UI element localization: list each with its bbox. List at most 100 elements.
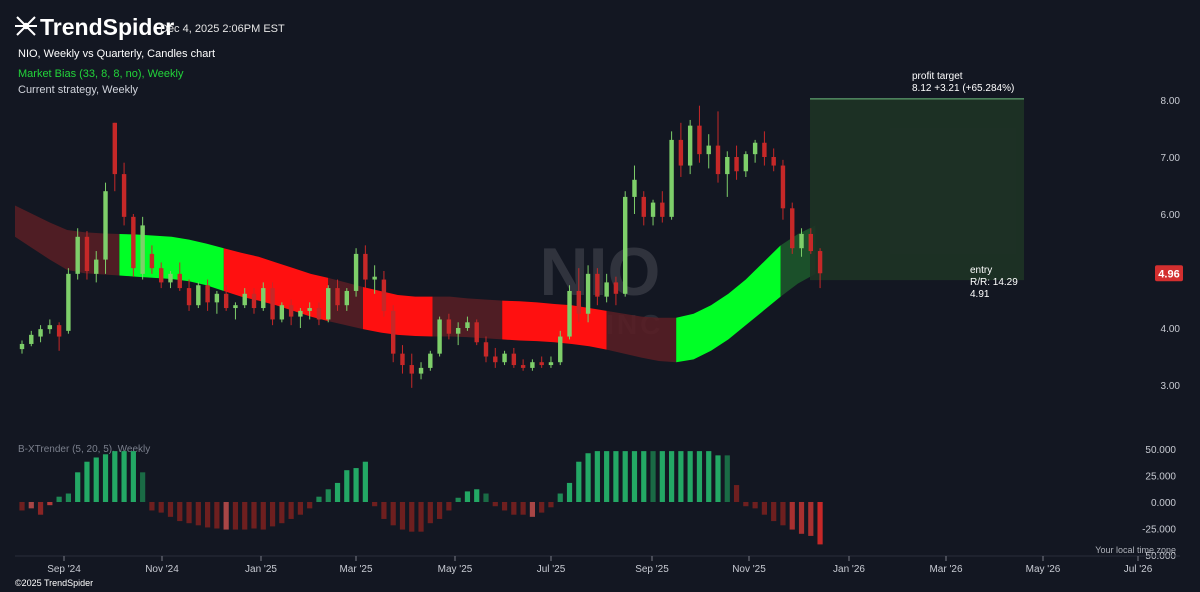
candle-body (149, 253, 155, 269)
candle-body (558, 336, 563, 363)
indicator-market-bias-label[interactable]: Market Bias (33, 8, 8, no), Weekly (18, 68, 184, 80)
xtrender-bar (808, 502, 814, 536)
candle (790, 202, 795, 254)
xtrender-bar (140, 472, 146, 502)
price-tick-label: 4.00 (1161, 324, 1181, 335)
indicator-strategy-label[interactable]: Current strategy, Weekly (18, 84, 139, 96)
candle-body (743, 154, 749, 172)
candle (817, 248, 823, 289)
market-bias-band (15, 205, 816, 363)
chart-title: NIO, Weekly vs Quarterly, Candles chart (18, 48, 215, 60)
candle (391, 305, 396, 363)
last-price-value: 4.96 (1158, 268, 1179, 280)
xtrender-bar (242, 502, 248, 530)
candle-body (316, 308, 322, 320)
xtrender-bar (594, 451, 600, 502)
candle-body (539, 362, 544, 366)
candle (771, 148, 776, 172)
candle-body (270, 288, 275, 320)
candle-body (56, 325, 62, 337)
xtrender-bar (84, 461, 90, 502)
candle (140, 216, 145, 280)
candle (363, 245, 368, 289)
xtrender-bar (529, 502, 535, 517)
candle (474, 319, 479, 346)
time-tick-label: Nov '25 (732, 564, 766, 575)
xtrender-bar (158, 502, 164, 513)
candle-body (725, 157, 730, 175)
xtrender-bar (437, 502, 443, 519)
xtrender-bar (372, 502, 378, 507)
xtrender-bar (344, 470, 350, 502)
candle (548, 356, 554, 368)
time-axis[interactable]: Sep '24 Nov '24 Jan '25 Mar '25 May '25 Jul '… (47, 556, 1153, 575)
candle (270, 282, 275, 326)
xtrender-bar (28, 502, 34, 509)
candle-body (567, 290, 572, 337)
copyright: ©2025 TrendSpider (15, 578, 93, 588)
candle (168, 271, 173, 289)
candle-body (799, 233, 804, 249)
xtrender-bar (47, 502, 53, 506)
candle-body (604, 282, 609, 297)
xtrender-bar (752, 502, 758, 509)
xtrender-bar (409, 502, 415, 532)
candle-body (632, 179, 637, 197)
xtrender-bar (520, 502, 526, 515)
candle (511, 347, 517, 368)
candle-body (47, 325, 53, 330)
xtrender-bar (353, 468, 359, 502)
local-time-zone[interactable]: Your local time zone (1095, 545, 1176, 555)
candle-body (223, 293, 229, 309)
candle (558, 330, 563, 366)
xtrender-bar (279, 502, 285, 524)
xtrender-bar (659, 451, 665, 502)
xtrender-bar (177, 502, 183, 522)
candle (743, 151, 749, 177)
candle-body (353, 253, 359, 291)
bias-segment-bear (223, 248, 329, 322)
candle (437, 316, 442, 357)
xtrender-bar (390, 502, 396, 526)
xtrender-label[interactable]: B-XTrender (5, 20, 5), Weekly (18, 444, 150, 455)
candle-body (752, 142, 758, 155)
candle (687, 119, 693, 175)
last-price-badge (1155, 265, 1183, 282)
candle (780, 159, 786, 220)
price-axis[interactable]: 3.004.005.006.007.008.004.96 (1155, 96, 1183, 392)
profit-target-label: profit target (912, 71, 963, 82)
candle-body (808, 233, 813, 252)
candle (326, 285, 331, 323)
time-tick-label: Nov '24 (145, 564, 179, 575)
candle-body (409, 365, 414, 374)
candle (465, 316, 470, 331)
xtrender-histogram (19, 451, 823, 545)
xtrender-bar (205, 502, 211, 528)
candle-body (641, 196, 646, 217)
xtrender-bar (817, 502, 823, 545)
price-tick-label: 8.00 (1161, 96, 1181, 107)
watermark-symbol: NIO (540, 234, 661, 310)
xtrender-bar (706, 451, 712, 502)
candle (381, 271, 387, 317)
candle (279, 302, 285, 323)
xtrender-bar (334, 482, 341, 502)
candle-body (121, 174, 127, 217)
xtrender-bar (93, 457, 99, 502)
candle-body (363, 253, 368, 280)
candle (353, 248, 359, 297)
candle (75, 228, 80, 280)
xtrender-bar (539, 502, 545, 513)
candle-body (251, 293, 257, 309)
candle-body (669, 139, 674, 217)
candle-body (548, 362, 554, 366)
candle (418, 362, 424, 380)
candle-body (428, 353, 433, 368)
candle-body (687, 125, 693, 166)
candle-body (335, 288, 340, 306)
candle (214, 290, 220, 314)
candle-body (288, 305, 294, 317)
candle (372, 265, 377, 294)
candle (121, 162, 127, 226)
